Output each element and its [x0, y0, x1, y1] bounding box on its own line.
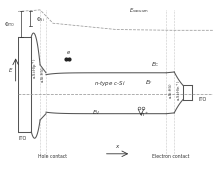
Text: $h^+$: $h^+$ [140, 110, 149, 119]
Text: $E_{\rm vacuum}$: $E_{\rm vacuum}$ [129, 6, 149, 15]
Text: $E_{\rm C}$: $E_{\rm C}$ [151, 60, 160, 69]
Text: $E$: $E$ [8, 66, 13, 74]
Text: a-Si:H(n$^+$): a-Si:H(n$^+$) [175, 79, 183, 101]
Text: a-Si:H(i): a-Si:H(i) [41, 67, 45, 82]
Text: ITO: ITO [198, 97, 207, 102]
Text: $E_{\rm F}$: $E_{\rm F}$ [145, 78, 153, 87]
Text: $\Phi_{\rm ITO}$: $\Phi_{\rm ITO}$ [4, 20, 16, 29]
Text: $n$-type c-Si: $n$-type c-Si [94, 78, 125, 88]
Text: a-Si:H(p$^+$): a-Si:H(p$^+$) [31, 57, 40, 79]
Text: ITO: ITO [18, 136, 27, 141]
Text: $x$: $x$ [115, 143, 120, 150]
Text: $e$: $e$ [66, 49, 71, 56]
Text: $E_{\rm V}$: $E_{\rm V}$ [92, 108, 101, 117]
Text: a-Si:H(i): a-Si:H(i) [168, 82, 172, 98]
Text: Hole contact: Hole contact [38, 154, 67, 159]
Text: $\Phi_{\rm Si}$: $\Phi_{\rm Si}$ [36, 15, 45, 24]
Text: Electron contact: Electron contact [152, 154, 189, 159]
